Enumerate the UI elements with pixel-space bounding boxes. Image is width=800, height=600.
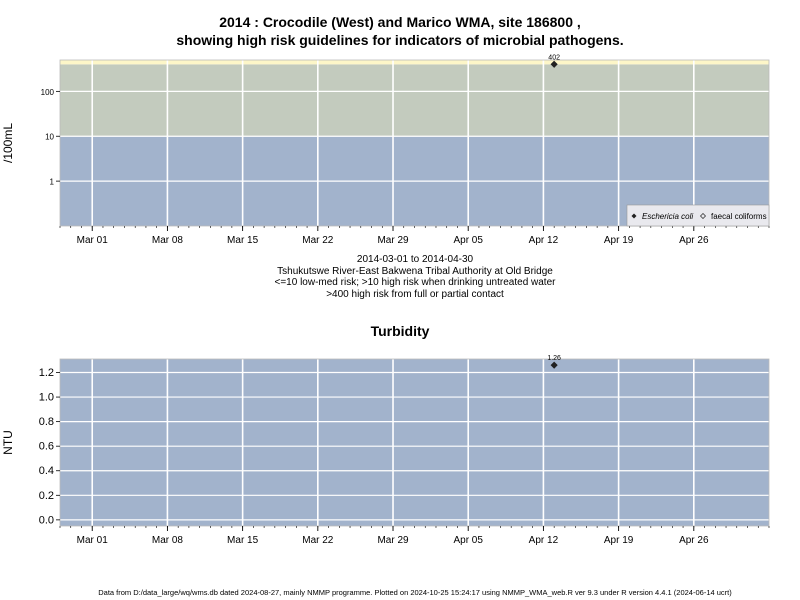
- footer-note: Data from D:/data_large/wq/wms.db dated …: [98, 588, 732, 597]
- y-tick-label: 0.6: [39, 441, 54, 453]
- y-tick-label: 0.0: [39, 514, 54, 526]
- data-point: [550, 60, 558, 68]
- x-tick-label: Apr 19: [604, 235, 634, 246]
- legend-marker-ecoli: [631, 213, 637, 219]
- y-tick-label: 0.4: [39, 465, 54, 477]
- x-tick-label: Apr 26: [679, 535, 709, 546]
- x-tick-label: Mar 08: [152, 235, 184, 246]
- x-tick-label: Apr 26: [679, 235, 709, 246]
- y-tick-label: 1: [50, 178, 55, 187]
- data-label: 402: [548, 54, 560, 61]
- data-label: 1.26: [547, 355, 561, 362]
- x-tick-label: Mar 01: [77, 535, 109, 546]
- y-tick-label: 1.0: [39, 392, 54, 404]
- risk-band-2: [60, 60, 769, 65]
- x-tick-label: Apr 12: [529, 235, 559, 246]
- x-tick-label: Mar 01: [77, 235, 109, 246]
- risk-band-1: [60, 64, 769, 137]
- chart-title-line2: showing high risk guidelines for indicat…: [176, 32, 624, 48]
- legend-marker-faecal: [700, 213, 706, 219]
- data-point: [550, 361, 558, 369]
- y-axis-label: /100mL: [1, 123, 15, 163]
- x-tick-label: Apr 19: [604, 535, 634, 546]
- x-tick-label: Apr 05: [453, 235, 483, 246]
- x-tick-label: Mar 29: [377, 235, 409, 246]
- x-tick-label: Apr 12: [529, 535, 559, 546]
- plot-background: [60, 359, 769, 526]
- legend-label-ecoli: Eschericia coli: [642, 212, 693, 221]
- subtitle-location: Tshukutswe River-East Bakwena Tribal Aut…: [277, 265, 553, 277]
- x-tick-label: Mar 15: [227, 535, 259, 546]
- x-tick-label: Mar 15: [227, 235, 259, 246]
- y-tick-label: 1.2: [39, 367, 54, 379]
- x-tick-label: Mar 22: [302, 235, 334, 246]
- y-tick-label: 10: [45, 133, 54, 142]
- subtitle-date-range: 2014-03-01 to 2014-04-30: [356, 254, 474, 265]
- y-tick-label: 100: [41, 88, 55, 97]
- chart-title-line1: 2014 : Crocodile (West) and Marico WMA, …: [219, 14, 581, 30]
- y-axis-label: NTU: [1, 430, 15, 455]
- y-tick-label: 0.2: [39, 490, 54, 502]
- x-tick-label: Mar 22: [302, 535, 334, 546]
- legend-box: [626, 204, 770, 227]
- y-tick-label: 0.8: [39, 416, 54, 428]
- x-tick-label: Mar 08: [152, 535, 184, 546]
- microbial-chart: 1 10 100 Mar 01 Mar 08 Mar 15 Mar 22 Mar 29 Apr …: [1, 54, 770, 246]
- subtitle-risk-note-2: >400 high risk from full or partial cont…: [326, 288, 504, 300]
- subtitle-risk-note-1: <=10 low-med risk; >10 high risk when dr…: [274, 277, 556, 288]
- turbidity-title: Turbidity: [370, 323, 430, 339]
- legend-label-faecal: faecal coliforms: [711, 212, 767, 221]
- x-tick-label: Mar 29: [377, 535, 409, 546]
- x-tick-label: Apr 05: [453, 535, 483, 546]
